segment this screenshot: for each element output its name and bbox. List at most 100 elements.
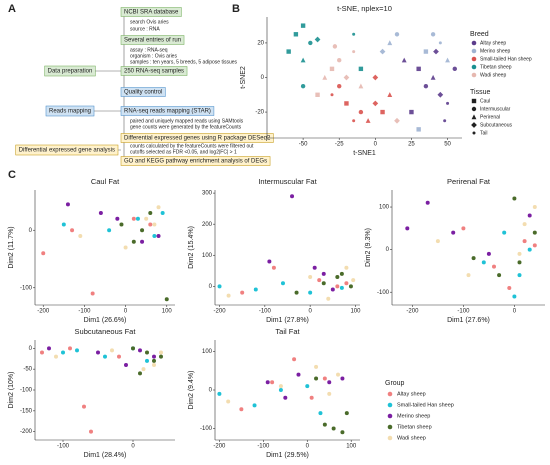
point: [110, 348, 114, 353]
point: [486, 251, 491, 256]
point: [321, 281, 326, 286]
point: [314, 376, 319, 381]
point: [271, 265, 276, 270]
point: [471, 122, 477, 128]
point: [226, 399, 231, 404]
legend-label: Altay sheep: [480, 40, 506, 46]
point: [131, 346, 135, 351]
point: [339, 271, 344, 276]
point: [61, 222, 66, 227]
point: [145, 358, 149, 363]
point: [471, 114, 477, 120]
point: [145, 350, 149, 355]
point: [351, 278, 356, 283]
step-note: gene counts were generated by the featur…: [130, 124, 242, 130]
legend-label: Perirenal: [480, 114, 500, 120]
step-box: [120, 87, 166, 97]
point: [152, 222, 157, 227]
point: [159, 350, 163, 355]
step-note: cutoffs selected as FDR <0.05, and log2|…: [130, 149, 237, 155]
y-axis-title: Dim2 (9.4%): [188, 371, 195, 410]
legend-label: Small-tailed Han sheep: [397, 402, 454, 408]
point: [315, 92, 320, 97]
point: [239, 407, 244, 412]
y-axis-title: Dim2 (15.4%): [188, 226, 195, 269]
chart-title: t-SNE, nplex=10: [337, 4, 392, 13]
point: [252, 403, 257, 408]
point: [314, 364, 319, 369]
x-tick-label: 0: [308, 309, 312, 315]
point: [452, 66, 457, 72]
point: [240, 290, 245, 295]
point: [423, 83, 429, 89]
point: [344, 265, 349, 270]
stage-label: Differential expressed gene analysis: [19, 148, 115, 154]
point: [68, 346, 72, 351]
chart-title: Perirenal Fat: [447, 177, 491, 186]
x-axis-title: Dim1 (27.8%): [266, 317, 309, 324]
y-tick-label: 0: [261, 75, 265, 81]
point: [348, 284, 353, 289]
y-tick-label: -100: [377, 290, 390, 296]
point: [89, 429, 93, 434]
point: [394, 32, 400, 37]
step-note: samples : ten years, 5 breeds, 5 adipose…: [130, 59, 238, 65]
point: [481, 260, 486, 265]
x-tick-label: 0: [131, 444, 135, 450]
point: [423, 49, 429, 54]
point: [144, 216, 149, 221]
step-label: 250 RNA-seq samples: [124, 69, 184, 75]
y-tick-label: -100: [20, 388, 33, 394]
x-tick-label: -200: [214, 309, 227, 315]
point: [336, 372, 341, 377]
x-tick-label: 0: [513, 309, 517, 315]
point: [512, 294, 517, 299]
point: [61, 350, 65, 355]
step-label: Several entries of run: [124, 38, 181, 44]
point: [532, 230, 537, 235]
point: [461, 226, 466, 231]
point: [416, 66, 421, 72]
point: [54, 354, 58, 359]
step-note: search Ovis aries: [130, 19, 169, 25]
point: [527, 247, 532, 252]
point: [308, 40, 313, 46]
point: [270, 380, 275, 385]
point: [437, 91, 444, 98]
point: [327, 380, 332, 385]
point: [138, 371, 142, 376]
point: [372, 100, 379, 107]
point: [290, 194, 295, 199]
legend-label: Subcutaneous: [480, 122, 512, 128]
point: [344, 281, 349, 286]
point: [82, 404, 86, 409]
point: [387, 92, 393, 97]
point: [394, 117, 400, 124]
legend-swatch: [387, 413, 393, 419]
point: [358, 66, 364, 72]
y-tick-label: 100: [202, 253, 213, 259]
point: [517, 260, 522, 265]
legend-title: Breed: [470, 31, 489, 38]
x-axis-title: t-SNE1: [353, 150, 376, 157]
y-tick-label: 0: [209, 284, 213, 290]
legend-swatch: [471, 40, 477, 46]
step-label: NCBI SRA database: [124, 10, 179, 16]
point: [372, 74, 379, 81]
point: [300, 57, 306, 63]
point: [322, 74, 328, 80]
point: [156, 234, 161, 238]
point: [430, 32, 436, 37]
point: [340, 430, 345, 435]
point: [502, 230, 507, 235]
step-note: paired and uniquely mapped reads using S…: [130, 118, 244, 124]
point: [115, 216, 120, 221]
point: [318, 411, 323, 416]
point: [41, 251, 46, 256]
point: [365, 118, 371, 123]
chart-title: Subcutaneous Fat: [75, 327, 137, 336]
legend-label: Wadi sheep: [397, 435, 426, 441]
legend-title: Tissue: [470, 89, 490, 96]
y-tick-label: -100: [20, 285, 33, 291]
point: [314, 36, 321, 43]
